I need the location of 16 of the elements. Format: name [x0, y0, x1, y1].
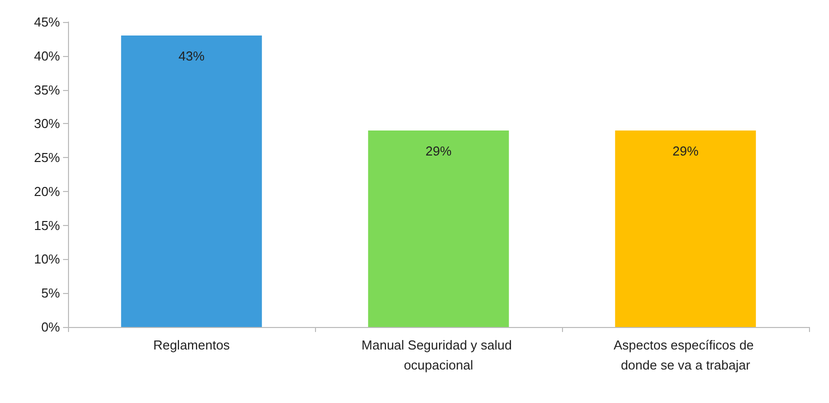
y-tick-label: 15% [34, 218, 60, 233]
y-tick-label: 10% [34, 252, 60, 267]
data-label: 43% [178, 48, 205, 64]
x-tick-label: Aspectos específicos de donde se va a trabajar [614, 338, 758, 372]
y-tick-label: 40% [34, 48, 60, 64]
x-tick-label: Manual Seguridad y salud ocupacional [362, 338, 516, 372]
y-tick-label: 35% [34, 82, 60, 98]
data-label: 29% [672, 143, 699, 158]
y-tick-label: 20% [34, 184, 60, 199]
y-tick-label: 45% [34, 14, 60, 30]
y-tick-label: 25% [34, 150, 60, 166]
y-tick-label: 5% [41, 286, 60, 301]
y-tick-label: 30% [34, 116, 60, 132]
y-tick-label: 0% [41, 320, 60, 334]
data-label: 29% [425, 143, 452, 158]
x-tick-label: Reglamentos [153, 338, 230, 352]
